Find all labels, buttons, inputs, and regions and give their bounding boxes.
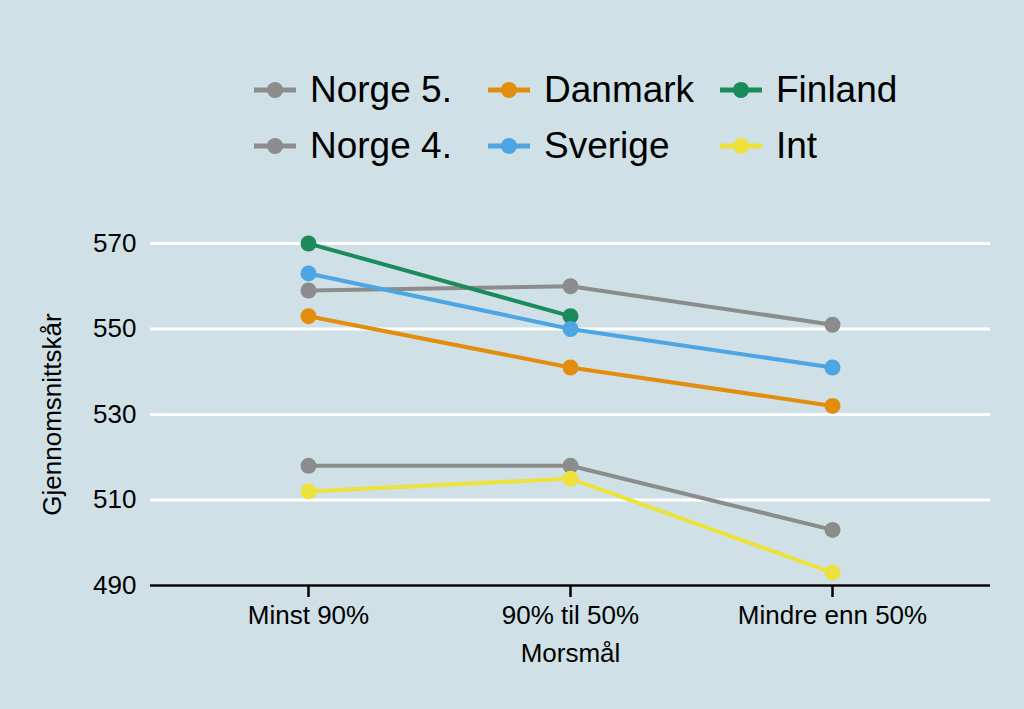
- html-text:Danmark: Danmark: [544, 69, 695, 110]
- svg-text:Morsmål: Morsmål: [521, 638, 621, 668]
- svg-text:570: 570: [93, 228, 136, 258]
- svg-text:510: 510: [93, 484, 136, 514]
- html-text:Norge 4.: Norge 4.: [310, 125, 452, 166]
- svg-text:530: 530: [93, 399, 136, 429]
- svg-text:Mindre enn 50%: Mindre enn 50%: [738, 600, 927, 630]
- html-text:Sverige: Sverige: [544, 125, 670, 166]
- svg-text:90% til 50%: 90% til 50%: [502, 600, 639, 630]
- html-text:Norge 5.: Norge 5.: [310, 69, 452, 110]
- svg-text:Minst 90%: Minst 90%: [248, 600, 369, 630]
- svg-text:490: 490: [93, 570, 136, 600]
- html-text:Int: Int: [776, 125, 818, 166]
- html-text:Finland: Finland: [776, 69, 898, 110]
- svg-text:Gjennomsnittskår: Gjennomsnittskår: [37, 313, 67, 516]
- svg-text:550: 550: [93, 313, 136, 343]
